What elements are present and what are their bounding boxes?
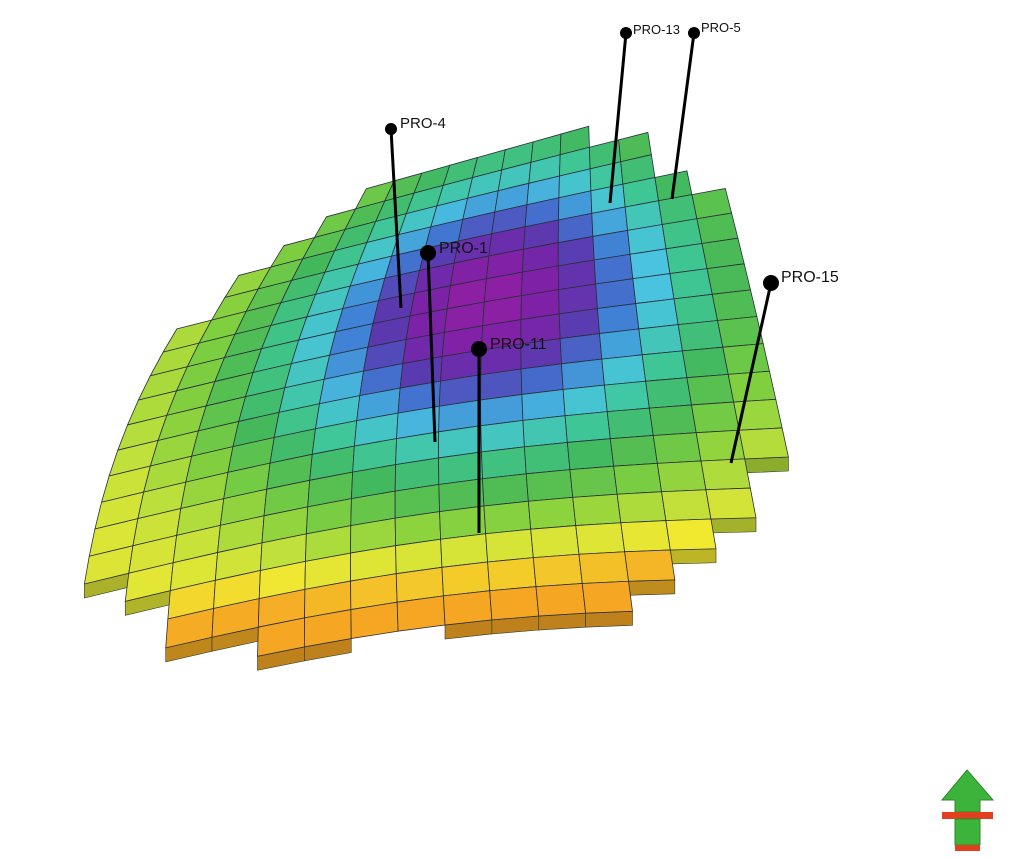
grid-cell-side [710, 517, 757, 534]
grid-cell [669, 268, 713, 300]
grid-cell [523, 441, 571, 475]
well-head-marker [420, 245, 436, 261]
grid-cell [624, 549, 676, 582]
grid-cell [483, 500, 532, 535]
grid-cell [652, 432, 702, 464]
grid-cell [487, 557, 537, 592]
grid-cell [656, 460, 707, 493]
well-trajectory [608, 32, 628, 204]
grid-cell [599, 328, 643, 360]
well-trajectory [389, 128, 403, 309]
north-arrow-icon [940, 769, 995, 851]
grid-cell [606, 407, 654, 440]
well-trajectory [426, 252, 437, 443]
grid-cell [601, 354, 647, 386]
grid-cell [701, 237, 745, 270]
grid-cell [609, 435, 658, 467]
grid-cell [665, 518, 717, 551]
grid-cell [641, 350, 688, 382]
grid-cell [482, 473, 529, 507]
well-pro-4[interactable]: PRO-4 [385, 115, 446, 309]
grid-cell [561, 358, 605, 390]
grid-cell [645, 377, 692, 409]
grid-cell [442, 590, 493, 626]
grid-cell-side [744, 456, 789, 474]
grid-cell [677, 320, 724, 352]
grid-cell [525, 469, 574, 502]
grid-cell [597, 303, 640, 335]
grid-cell [396, 595, 446, 632]
grid-cell [620, 520, 671, 553]
grid-cell [635, 298, 679, 330]
grid-cell [522, 415, 568, 448]
grid-cell [532, 553, 583, 588]
grid-cell [706, 263, 752, 295]
grid-cell [673, 293, 718, 326]
grid-cell [613, 462, 663, 495]
grid-cell [661, 489, 712, 522]
grid-cell [722, 343, 770, 375]
reservoir-grid [83, 125, 789, 671]
grid-cell-side [585, 610, 633, 628]
grid-cell [700, 458, 751, 491]
grid-cell [489, 586, 540, 621]
grid-cell [481, 446, 527, 480]
grid-cell [441, 561, 491, 597]
grid-cell [559, 333, 603, 365]
well-pro-13[interactable]: PRO-13 [608, 22, 680, 204]
grid-cell [485, 528, 534, 563]
grid-cell [682, 346, 729, 379]
grid-cell [603, 380, 650, 413]
well-head-marker [385, 123, 397, 135]
well-head-marker [620, 27, 632, 39]
grid-cell [440, 533, 489, 568]
well-label: PRO-13 [633, 22, 680, 37]
well-label: PRO-15 [781, 269, 839, 286]
grid-cell [638, 324, 683, 356]
well-label: PRO-11 [490, 336, 547, 353]
grid-cell [564, 411, 611, 443]
grid-cell [535, 583, 587, 617]
well-pro-15[interactable]: PRO-15 [729, 269, 839, 464]
grid-cell [527, 496, 577, 530]
grid-cell-side [628, 579, 676, 596]
grid-cell [530, 525, 580, 559]
well-head-marker [688, 27, 700, 39]
grid-cell [520, 363, 564, 395]
grid-cell [648, 404, 697, 436]
well-trajectory [670, 32, 696, 200]
well-trajectory [729, 282, 773, 464]
grid-cell [521, 389, 566, 421]
grid-cell [738, 427, 789, 460]
well-pro-5[interactable]: PRO-5 [670, 20, 741, 200]
grid-cell [578, 551, 630, 584]
well-label: PRO-5 [701, 20, 741, 35]
well-head-marker [763, 275, 779, 291]
grid-cell [572, 493, 622, 526]
well-head-marker [471, 341, 487, 357]
well-pro-1[interactable]: PRO-1 [420, 240, 488, 443]
well-pro-11[interactable]: PRO-11 [471, 336, 547, 533]
grid-cell-side [670, 548, 717, 565]
grid-cell [632, 273, 675, 305]
grid-cell [711, 289, 758, 321]
grid-cell [562, 384, 608, 417]
grid-cell [581, 580, 633, 614]
well-label: PRO-1 [439, 240, 488, 257]
grid-cell [569, 465, 618, 498]
grid-cell [686, 373, 735, 406]
grid-cell [705, 487, 757, 520]
grid-cell [691, 401, 740, 434]
grid-cell [727, 370, 777, 403]
grid-cell [566, 438, 615, 471]
grid-cell [575, 522, 626, 555]
well-label: PRO-4 [400, 115, 446, 132]
grid-cell [616, 491, 667, 524]
